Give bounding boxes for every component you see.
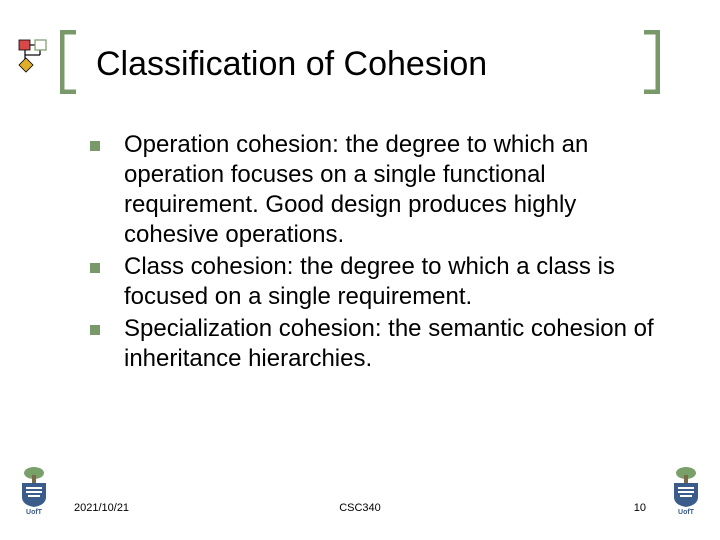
uoft-crest-icon: UofT bbox=[14, 463, 54, 520]
bullet-icon bbox=[90, 263, 100, 273]
footer-date: 2021/10/21 bbox=[74, 502, 129, 514]
right-bracket-icon bbox=[642, 30, 660, 99]
bullet-text: Class cohesion: the degree to which a cl… bbox=[124, 252, 670, 312]
footer-course: CSC340 bbox=[339, 502, 381, 514]
slide: Classification of Cohesion Operation coh… bbox=[0, 0, 720, 540]
title-row: Classification of Cohesion bbox=[60, 30, 660, 99]
left-bracket-icon bbox=[60, 30, 78, 99]
bullet-text: Specialization cohesion: the semantic co… bbox=[124, 314, 670, 374]
slide-title: Classification of Cohesion bbox=[78, 39, 501, 90]
footer: UofT UofT 2021/10/21 CSC340 10 bbox=[0, 468, 720, 520]
corner-diagram-icon bbox=[18, 38, 54, 74]
svg-text:UofT: UofT bbox=[678, 509, 695, 515]
footer-page-number: 10 bbox=[634, 502, 646, 514]
list-item: Class cohesion: the degree to which a cl… bbox=[90, 252, 670, 312]
bullet-list: Operation cohesion: the degree to which … bbox=[90, 130, 670, 376]
svg-text:UofT: UofT bbox=[26, 509, 43, 515]
list-item: Specialization cohesion: the semantic co… bbox=[90, 314, 670, 374]
list-item: Operation cohesion: the degree to which … bbox=[90, 130, 670, 250]
uoft-crest-icon: UofT bbox=[666, 463, 706, 520]
bullet-icon bbox=[90, 325, 100, 335]
bullet-icon bbox=[90, 141, 100, 151]
bullet-text: Operation cohesion: the degree to which … bbox=[124, 130, 670, 250]
